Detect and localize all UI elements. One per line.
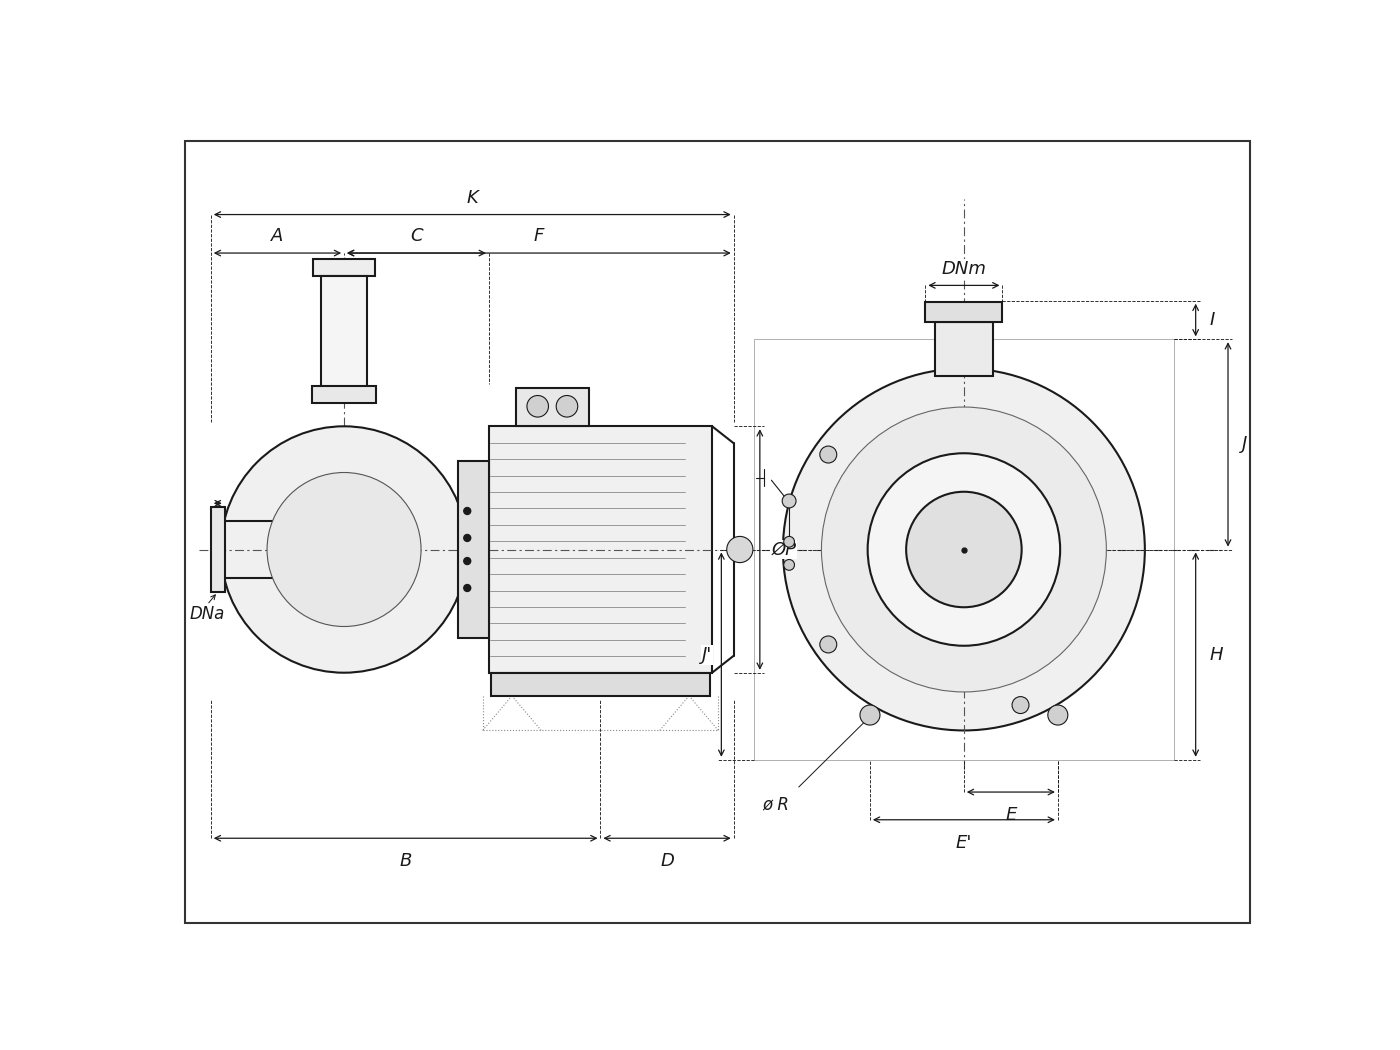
- Circle shape: [784, 560, 794, 570]
- Text: E': E': [956, 834, 972, 852]
- Text: D: D: [661, 853, 673, 870]
- Bar: [935, 322, 993, 376]
- Bar: [458, 461, 489, 638]
- Circle shape: [820, 446, 837, 463]
- Bar: [515, 387, 589, 426]
- Circle shape: [860, 705, 881, 726]
- Bar: [312, 386, 377, 403]
- Circle shape: [463, 585, 470, 591]
- Circle shape: [822, 407, 1106, 692]
- Text: DNa: DNa: [189, 605, 224, 623]
- Circle shape: [463, 507, 470, 514]
- Bar: [491, 673, 710, 696]
- Circle shape: [556, 396, 578, 417]
- Bar: [925, 302, 1002, 322]
- Circle shape: [221, 426, 468, 673]
- Circle shape: [784, 537, 794, 547]
- Circle shape: [463, 534, 470, 542]
- Circle shape: [820, 636, 837, 653]
- Text: A: A: [272, 228, 284, 246]
- Text: F: F: [533, 228, 545, 246]
- Circle shape: [906, 491, 1022, 607]
- Bar: [753, 339, 1175, 760]
- Circle shape: [868, 454, 1060, 646]
- Circle shape: [1047, 705, 1068, 726]
- Bar: [314, 259, 375, 276]
- Text: I: I: [1210, 311, 1215, 329]
- Circle shape: [526, 396, 549, 417]
- Text: B: B: [399, 853, 412, 870]
- Circle shape: [727, 537, 753, 563]
- Text: ø R: ø R: [762, 795, 788, 814]
- Circle shape: [783, 369, 1145, 731]
- Text: ØP: ØP: [771, 541, 797, 559]
- Text: H: H: [1210, 646, 1224, 664]
- Circle shape: [1012, 696, 1029, 714]
- Circle shape: [463, 558, 470, 565]
- Text: C: C: [410, 228, 423, 246]
- Text: DNm: DNm: [941, 259, 987, 277]
- Text: J': J': [701, 646, 713, 664]
- Circle shape: [783, 495, 797, 508]
- Text: J: J: [1242, 436, 1247, 454]
- Bar: [321, 276, 367, 387]
- Text: K: K: [466, 189, 479, 207]
- Bar: [211, 507, 224, 592]
- Circle shape: [267, 472, 421, 627]
- Text: E: E: [1005, 806, 1016, 824]
- Bar: [489, 426, 713, 673]
